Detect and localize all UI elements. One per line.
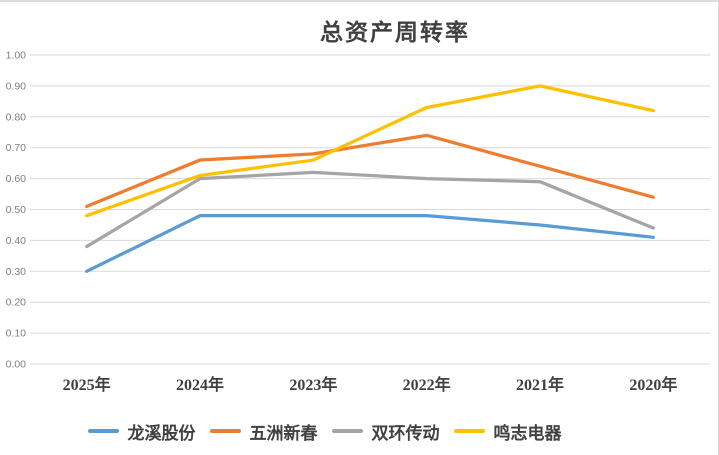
series-line-鸣志电器 xyxy=(85,84,655,218)
series-line-龙溪股份 xyxy=(85,214,655,273)
legend-marker xyxy=(453,429,485,433)
series-line-五洲新春 xyxy=(85,133,655,209)
plot-area: 0.00 0.10 0.20 0.30 0.40 0.50 0.60 0.70 0.80 0.90… xyxy=(6,50,710,394)
x-tick-label: 2022年 xyxy=(403,375,451,394)
legend-marker xyxy=(87,429,119,433)
legend-label: 五洲新春 xyxy=(249,423,318,443)
y-tick-label: 0.00 xyxy=(6,359,27,371)
y-tick-label: 0.50 xyxy=(6,204,27,216)
y-tick-label: 0.10 xyxy=(6,328,27,340)
legend-label: 龙溪股份 xyxy=(127,423,196,443)
x-tick-label: 2021年 xyxy=(516,375,564,394)
legend-item: 龙溪股份 xyxy=(87,419,196,444)
legend-item: 双环传动 xyxy=(331,419,440,444)
y-tick-label: 0.80 xyxy=(6,111,27,123)
legend-item: 五洲新春 xyxy=(209,419,318,444)
legend-item: 鸣志电器 xyxy=(453,419,562,444)
x-tick-label: 2023年 xyxy=(289,375,337,394)
x-tick-label: 2025年 xyxy=(63,375,111,394)
x-tick-label: 2020年 xyxy=(629,375,677,394)
y-tick-label: 0.90 xyxy=(6,80,27,92)
y-tick-label: 0.40 xyxy=(6,235,27,247)
y-tick-label: 0.60 xyxy=(6,173,27,185)
y-tick-label: 0.20 xyxy=(6,297,27,309)
legend-marker xyxy=(331,429,363,433)
y-tick-label: 0.30 xyxy=(6,266,27,278)
legend-label: 双环传动 xyxy=(371,423,440,443)
chart-legend: 龙溪股份 五洲新春 双环传动 鸣志电器 xyxy=(0,414,684,448)
x-tick-label: 2024年 xyxy=(176,375,224,394)
series-line-双环传动 xyxy=(85,170,655,249)
legend-label: 鸣志电器 xyxy=(493,423,562,443)
legend-marker xyxy=(209,429,241,433)
y-tick-label: 0.70 xyxy=(6,142,27,154)
chart-title: 总资产周转率 xyxy=(320,20,470,45)
y-tick-label: 1.00 xyxy=(6,50,27,62)
